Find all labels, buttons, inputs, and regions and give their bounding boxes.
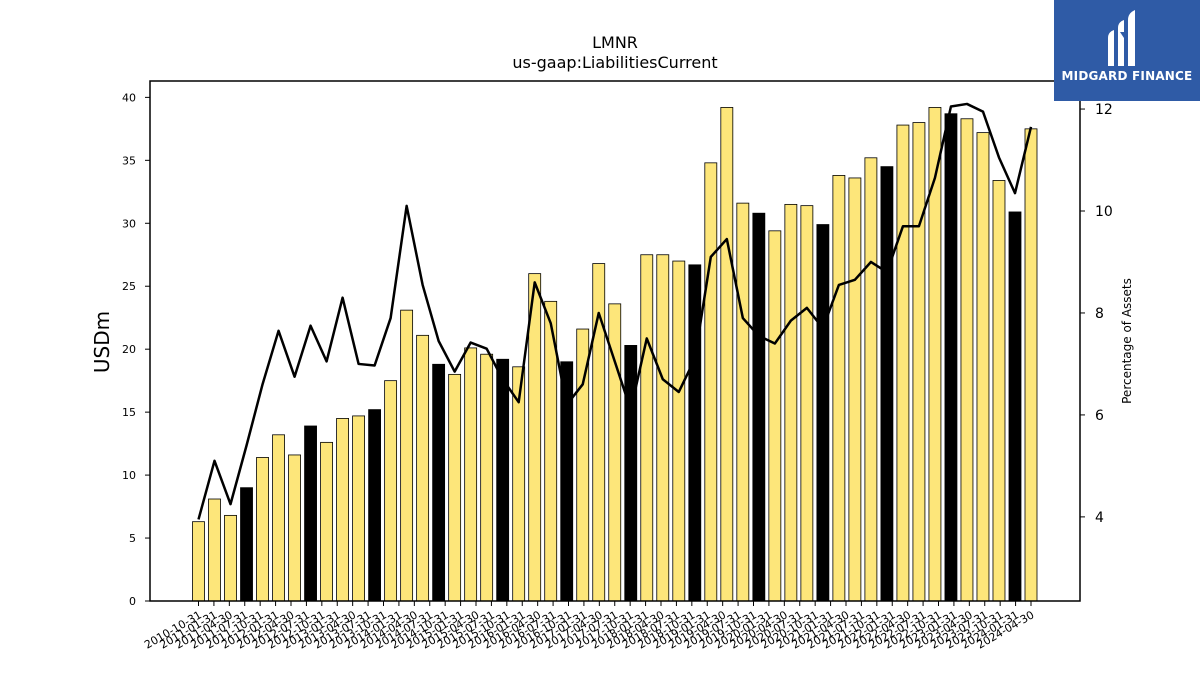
logo-text: MIDGARD FINANCE (1061, 69, 1193, 83)
bar-31 (688, 264, 702, 602)
bar-40 (832, 175, 846, 602)
y-tick-label-8: 40 (122, 91, 136, 104)
bar-43 (880, 166, 894, 602)
bar-1 (208, 498, 221, 602)
bar-51 (1008, 211, 1022, 602)
bar-39 (816, 224, 830, 602)
left-axis-ticks: 0 5 10 15 20 25 30 35 40 (122, 91, 150, 608)
bar-30 (672, 260, 686, 602)
bar-8 (320, 441, 333, 602)
bar-10 (352, 415, 366, 602)
right-axis-ticks: 4 6 8 10 12 (1080, 102, 1113, 526)
percentage-line (197, 102, 1033, 520)
midgard-finance-logo: MIDGARD FINANCE (1054, 0, 1200, 101)
y2-tick-label-3: 10 (1095, 204, 1113, 220)
bar-19 (496, 358, 510, 602)
bar-38 (800, 205, 814, 602)
bar-7 (304, 425, 317, 602)
bar-14 (416, 334, 430, 602)
y-axis-label: USDm (90, 311, 114, 373)
y-tick-label-6: 30 (122, 217, 136, 230)
bar-2 (224, 514, 237, 602)
y2-tick-label-4: 12 (1095, 102, 1113, 118)
bar-5 (272, 434, 285, 602)
bar-17 (464, 347, 478, 602)
bar-6 (288, 454, 301, 602)
chart-title: LMNR (592, 33, 638, 52)
y2-axis-label: Percentage of Assets (1120, 278, 1134, 404)
bar-44 (896, 124, 910, 602)
bar-18 (480, 353, 494, 602)
bar-12 (384, 380, 398, 602)
plot-frame (149, 80, 1081, 602)
bar-28 (640, 254, 654, 602)
bars-layer (192, 107, 1038, 602)
y-tick-label-3: 15 (122, 406, 136, 419)
bar-52 (1024, 128, 1038, 602)
logo-mark-icon (1108, 10, 1135, 66)
bar-37 (784, 203, 798, 602)
y-tick-label-0: 0 (129, 595, 136, 608)
y2-tick-label-1: 6 (1095, 408, 1104, 424)
bar-35 (752, 212, 766, 602)
x-axis-ticks: 2010-10-312011-01-312011-04-302011-07-31… (142, 601, 1037, 652)
y2-tick-label-2: 8 (1095, 306, 1104, 322)
bar-42 (864, 157, 878, 602)
bar-47 (944, 113, 958, 602)
bar-36 (768, 230, 782, 602)
bar-3 (240, 487, 253, 602)
bar-49 (976, 132, 990, 602)
bar-4 (256, 457, 269, 602)
bar-11 (368, 409, 382, 602)
bar-50 (992, 180, 1006, 602)
bar-34 (736, 202, 750, 602)
bar-27 (624, 345, 638, 602)
y-tick-label-4: 20 (122, 343, 136, 356)
y-tick-label-5: 25 (122, 280, 136, 293)
bar-48 (960, 118, 974, 602)
bar-13 (400, 309, 414, 602)
y-tick-label-1: 5 (129, 532, 136, 545)
bar-0 (192, 521, 205, 602)
y-tick-label-7: 35 (122, 154, 136, 167)
bar-15 (432, 363, 446, 602)
y-tick-label-2: 10 (122, 469, 136, 482)
bar-9 (336, 418, 349, 602)
bar-29 (656, 254, 670, 602)
bar-32 (704, 162, 718, 602)
line-layer (197, 102, 1033, 520)
bar-16 (448, 373, 462, 602)
bar-45 (912, 122, 926, 602)
chart-subtitle: us-gaap:LiabilitiesCurrent (512, 53, 717, 72)
bar-41 (848, 177, 862, 602)
bar-33 (720, 107, 734, 602)
y2-tick-label-0: 4 (1095, 510, 1104, 526)
